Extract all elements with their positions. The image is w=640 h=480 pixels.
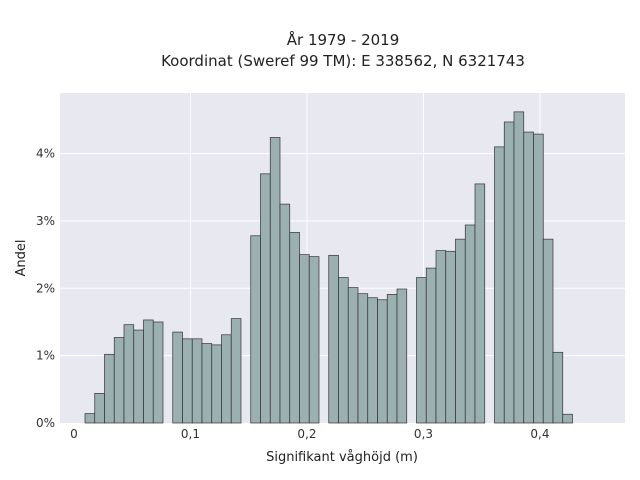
chart-title-line1: År 1979 - 2019 bbox=[287, 30, 400, 49]
bar-11 bbox=[191, 338, 203, 424]
bar-15 bbox=[230, 318, 242, 424]
y-tick-label-4: 4% bbox=[36, 147, 55, 161]
bar-17 bbox=[250, 235, 261, 424]
bar-49 bbox=[562, 413, 573, 424]
x-tick-label-2: 0,2 bbox=[297, 427, 316, 441]
bar-43 bbox=[503, 121, 515, 424]
y-ticks: 0% 1% 2% 3% 4% bbox=[36, 147, 55, 430]
chart-title-line2: Koordinat (Sweref 99 TM): E 338562, N 63… bbox=[161, 52, 525, 70]
y-tick-label-0: 0% bbox=[36, 416, 55, 430]
bar-29 bbox=[367, 297, 378, 424]
bar-26 bbox=[338, 277, 349, 424]
bar-36 bbox=[435, 250, 447, 424]
y-axis-label: Andel bbox=[14, 240, 29, 277]
bar-18 bbox=[260, 173, 271, 424]
bar-37 bbox=[445, 250, 456, 424]
bar-6 bbox=[143, 319, 154, 424]
bar-0 bbox=[84, 413, 96, 424]
bar-5 bbox=[133, 329, 144, 424]
x-tick-label-3: 0,3 bbox=[414, 427, 433, 441]
bar-2 bbox=[104, 353, 115, 424]
x-tick-label-4: 0,4 bbox=[530, 427, 549, 441]
bar-34 bbox=[416, 277, 427, 424]
bar-40 bbox=[474, 183, 486, 424]
bar-19 bbox=[269, 137, 281, 424]
bars bbox=[84, 111, 573, 424]
bar-28 bbox=[357, 293, 369, 424]
bar-39 bbox=[464, 224, 476, 424]
y-tick-label-3: 3% bbox=[36, 214, 55, 228]
y-tick-label-1: 1% bbox=[36, 349, 55, 363]
bar-21 bbox=[289, 232, 300, 424]
bar-32 bbox=[396, 288, 408, 424]
bar-45 bbox=[523, 131, 534, 424]
bar-35 bbox=[425, 267, 437, 424]
bar-3 bbox=[113, 337, 125, 424]
bar-7 bbox=[152, 321, 164, 424]
y-tick-label-2: 2% bbox=[36, 281, 55, 295]
bar-31 bbox=[386, 294, 398, 424]
bar-30 bbox=[377, 299, 388, 424]
bar-13 bbox=[211, 344, 222, 424]
x-tick-label-1: 0,1 bbox=[181, 427, 200, 441]
bar-20 bbox=[279, 203, 291, 424]
bar-42 bbox=[494, 146, 505, 424]
bar-1 bbox=[94, 393, 105, 424]
x-axis-label: Signifikant våghöjd (m) bbox=[266, 450, 418, 465]
bar-14 bbox=[221, 334, 232, 424]
bar-25 bbox=[328, 254, 339, 424]
bar-38 bbox=[455, 238, 466, 424]
bar-23 bbox=[308, 256, 320, 424]
bar-12 bbox=[201, 343, 213, 424]
x-tick-label-0: 0 bbox=[70, 427, 78, 441]
bar-47 bbox=[542, 238, 554, 424]
bar-9 bbox=[172, 331, 183, 424]
x-ticks: 0 0,1 0,2 0,3 0,4 bbox=[70, 427, 549, 441]
bar-27 bbox=[347, 287, 359, 424]
bar-22 bbox=[299, 254, 310, 424]
bar-4 bbox=[123, 324, 135, 424]
bar-44 bbox=[513, 111, 525, 424]
bar-10 bbox=[182, 338, 193, 424]
bar-46 bbox=[533, 133, 544, 424]
bar-48 bbox=[552, 351, 564, 424]
